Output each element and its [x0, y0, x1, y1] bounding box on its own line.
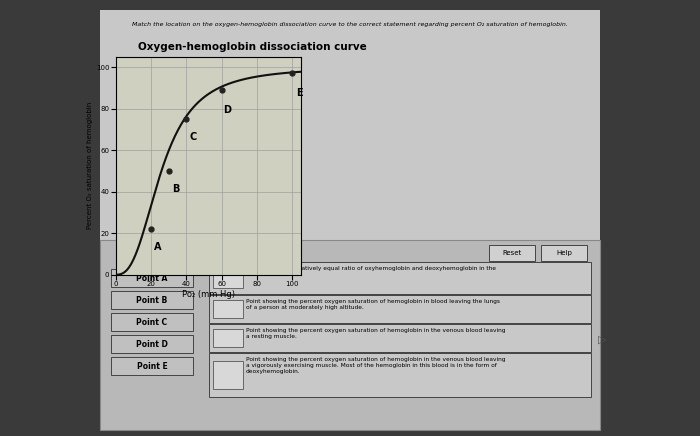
Text: Point B: Point B [136, 296, 167, 304]
FancyBboxPatch shape [489, 245, 535, 261]
Text: Point showing the percent oxygen saturation of hemoglobin in blood leaving the l: Point showing the percent oxygen saturat… [246, 299, 500, 310]
FancyBboxPatch shape [209, 262, 591, 294]
FancyBboxPatch shape [213, 329, 243, 347]
Text: Point C: Point C [136, 317, 167, 327]
FancyBboxPatch shape [111, 291, 193, 309]
FancyBboxPatch shape [209, 295, 591, 323]
Text: Point E: Point E [136, 361, 167, 371]
FancyBboxPatch shape [541, 245, 587, 261]
Text: Point D: Point D [136, 340, 168, 348]
Text: Oxygen-hemoglobin dissociation curve: Oxygen-hemoglobin dissociation curve [138, 42, 367, 52]
Text: Point showing the percent oxygen saturation of hemoglobin in the venous blood le: Point showing the percent oxygen saturat… [246, 328, 505, 339]
Text: ▷: ▷ [598, 335, 606, 345]
Bar [100, 240, 600, 430]
Text: E: E [295, 88, 302, 98]
FancyBboxPatch shape [111, 269, 193, 287]
FancyBboxPatch shape [213, 268, 243, 288]
Y-axis label: Percent O₂ saturation of hemoglobin: Percent O₂ saturation of hemoglobin [87, 102, 93, 229]
X-axis label: Po₂ (mm Hg): Po₂ (mm Hg) [182, 290, 234, 299]
Text: Point A: Point A [136, 273, 168, 283]
FancyBboxPatch shape [209, 324, 591, 352]
FancyBboxPatch shape [209, 353, 591, 397]
Bar [100, 10, 600, 425]
Text: Reset: Reset [503, 250, 522, 256]
Text: C: C [190, 132, 197, 142]
Text: B: B [172, 184, 179, 194]
Text: Match the location on the oxygen-hemoglobin dissociation curve to the correct st: Match the location on the oxygen-hemoglo… [132, 22, 568, 27]
FancyBboxPatch shape [111, 335, 193, 353]
FancyBboxPatch shape [111, 357, 193, 375]
Text: D: D [223, 105, 231, 115]
FancyBboxPatch shape [213, 361, 243, 388]
Text: Point showing a relatively equal ratio of oxyhemoglobin and deoxyhemoglobin in t: Point showing a relatively equal ratio o… [246, 266, 496, 277]
FancyBboxPatch shape [111, 313, 193, 331]
Text: A: A [155, 242, 162, 252]
Text: Point showing the percent oxygen saturation of hemoglobin in the venous blood le: Point showing the percent oxygen saturat… [246, 357, 505, 374]
Text: Help: Help [556, 250, 572, 256]
FancyBboxPatch shape [213, 300, 243, 318]
